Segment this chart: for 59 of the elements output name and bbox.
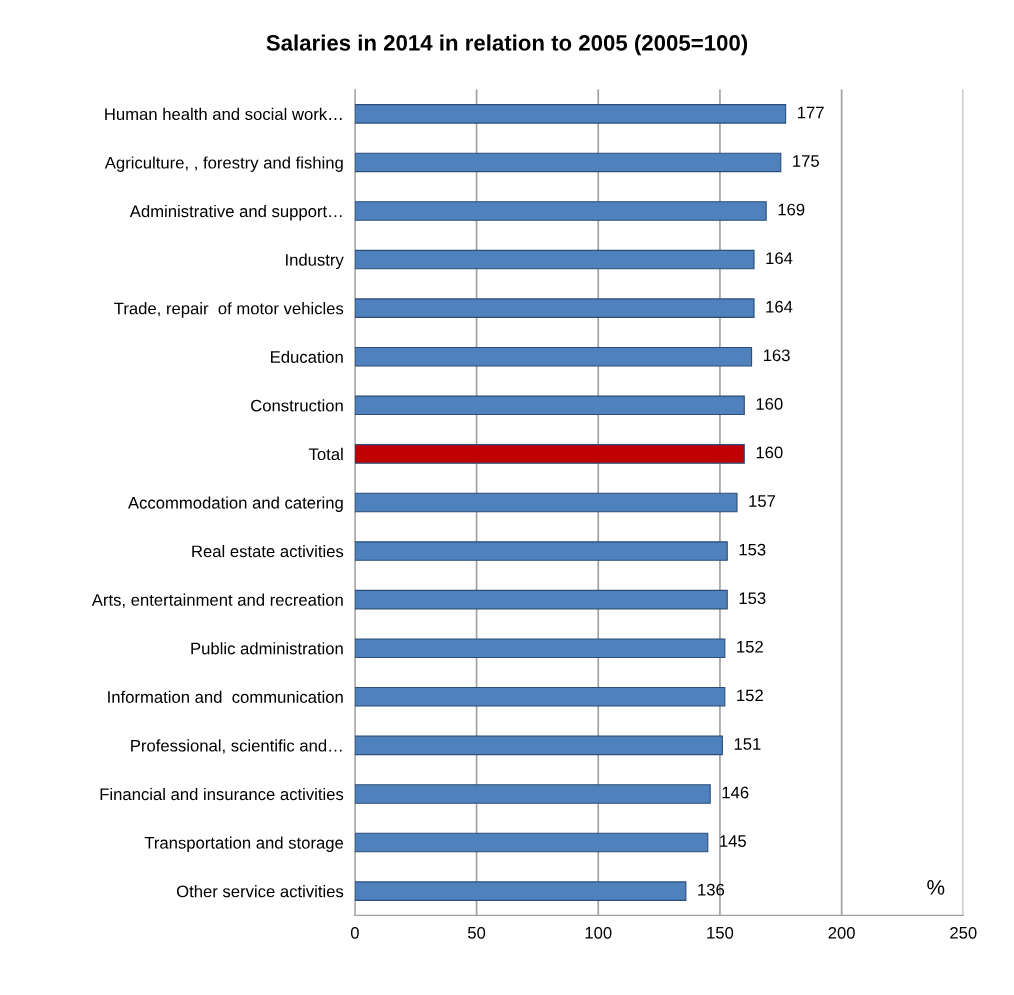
y-tick-label: Human health and social work…	[105, 107, 342, 121]
data-label: 152	[737, 640, 763, 653]
data-label: 153	[739, 592, 766, 605]
bar	[354, 687, 726, 707]
bar	[354, 346, 753, 367]
bar	[354, 104, 787, 124]
x-tick-label: 200	[828, 926, 855, 939]
data-label: 157	[749, 495, 776, 507]
y-tick-label: Financial and insurance activities	[100, 787, 344, 801]
x-tick-label: 50	[467, 926, 486, 939]
y-tick-label: Industry	[286, 253, 344, 270]
data-label: 163	[763, 349, 790, 362]
data-label: 160	[756, 446, 783, 459]
data-label: 152	[737, 689, 763, 702]
bar	[354, 395, 745, 416]
bar	[354, 881, 687, 901]
bar	[354, 735, 723, 756]
bar	[354, 541, 728, 561]
data-label: 145	[720, 835, 746, 847]
y-tick-label: Other service activities	[176, 885, 344, 898]
bar	[354, 444, 745, 464]
data-label: 164	[766, 300, 793, 313]
y-tick-label: Real estate activities	[192, 545, 344, 558]
bar	[354, 201, 767, 221]
y-tick-label: Education	[271, 350, 343, 363]
data-label: 146	[722, 786, 749, 799]
y-tick-label: Professional, scientific and…	[131, 739, 342, 754]
x-tick-label: 100	[585, 926, 612, 939]
bar	[354, 589, 728, 610]
y-tick-label: Construction	[251, 399, 343, 412]
data-label: 175	[793, 155, 819, 167]
data-label: 153	[739, 543, 766, 556]
bar	[354, 784, 711, 804]
annotation: %	[927, 880, 945, 895]
data-label: 136	[698, 883, 725, 896]
data-label: 177	[798, 106, 824, 119]
y-tick-label: Accommodation and catering	[127, 496, 343, 512]
x-tick-label: 150	[707, 926, 734, 939]
x-tick-label: 0	[350, 926, 359, 939]
data-label: 151	[734, 738, 761, 750]
bar	[354, 298, 755, 318]
bar	[354, 249, 755, 270]
y-tick-label: Total	[308, 447, 343, 461]
bar	[354, 152, 782, 173]
y-tick-label: Public administration	[191, 642, 343, 655]
y-tick-label: Administrative and support…	[129, 204, 342, 221]
data-label: 164	[766, 252, 793, 265]
bar	[354, 492, 738, 513]
chart-title: Salaries in 2014 in relation to 2005 (2005=100)	[266, 34, 748, 56]
data-label: 160	[756, 397, 783, 410]
bar	[354, 638, 726, 658]
y-tick-label: Arts, entertainment and recreation	[91, 593, 343, 608]
y-tick-label: Transportation and storage	[144, 836, 344, 853]
y-tick-label: Information and communication	[108, 690, 343, 703]
x-tick-label: 250	[950, 926, 977, 939]
bar	[354, 832, 709, 853]
y-tick-label: Agriculture, , forestry and fishing	[104, 156, 343, 172]
y-tick-label: Trade, repair of motor vehicles	[114, 302, 344, 318]
data-label: 169	[778, 203, 805, 216]
